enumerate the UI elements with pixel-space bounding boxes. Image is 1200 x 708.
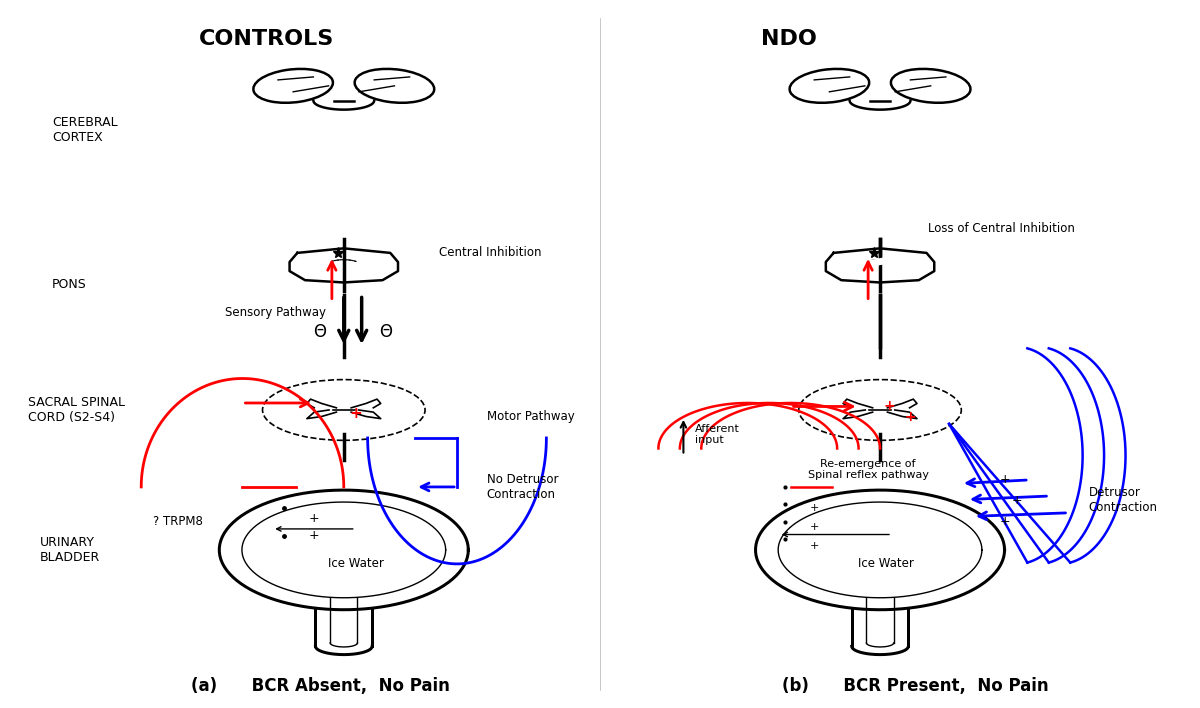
Text: +: + (810, 503, 820, 513)
Text: CONTROLS: CONTROLS (199, 29, 334, 49)
Text: Ice Water: Ice Water (328, 557, 384, 571)
Polygon shape (756, 490, 1004, 610)
Text: +: + (810, 523, 820, 532)
Text: +: + (904, 410, 916, 424)
Text: Loss of Central Inhibition: Loss of Central Inhibition (928, 222, 1074, 234)
Text: +: + (883, 399, 895, 413)
Text: +: + (349, 406, 362, 421)
Text: (b)      BCR Present,  No Pain: (b) BCR Present, No Pain (782, 678, 1049, 695)
Text: CEREBRAL
CORTEX: CEREBRAL CORTEX (52, 116, 118, 144)
Text: Θ: Θ (379, 323, 392, 341)
Text: +: + (1000, 515, 1010, 528)
Text: Sensory Pathway: Sensory Pathway (224, 306, 325, 319)
Text: No Detrusor
Contraction: No Detrusor Contraction (487, 473, 558, 501)
Text: (a)      BCR Absent,  No Pain: (a) BCR Absent, No Pain (191, 678, 449, 695)
Text: +: + (1000, 474, 1010, 486)
Text: +: + (810, 540, 820, 551)
Text: Detrusor
Contraction: Detrusor Contraction (1088, 486, 1158, 513)
Polygon shape (220, 490, 468, 610)
Text: +: + (308, 512, 319, 525)
Text: ? TRPM8: ? TRPM8 (154, 515, 203, 528)
Text: SACRAL SPINAL
CORD (S2-S4): SACRAL SPINAL CORD (S2-S4) (28, 396, 125, 424)
Text: +: + (1012, 494, 1022, 508)
Text: Motor Pathway: Motor Pathway (487, 411, 575, 423)
Text: URINARY
BLADDER: URINARY BLADDER (40, 536, 100, 564)
Text: +: + (308, 530, 319, 542)
Text: NDO: NDO (761, 29, 817, 49)
Text: Afferent
input: Afferent input (695, 423, 740, 445)
Text: Central Inhibition: Central Inhibition (439, 246, 541, 259)
Text: Θ: Θ (313, 323, 326, 341)
Text: Re-emergence of
Spinal reflex pathway: Re-emergence of Spinal reflex pathway (808, 459, 929, 480)
Text: Ice Water: Ice Water (858, 557, 914, 571)
Text: PONS: PONS (52, 278, 86, 290)
